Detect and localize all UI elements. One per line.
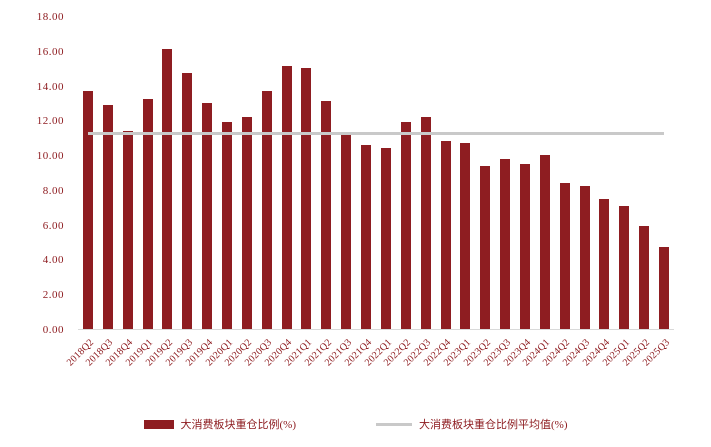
y-tick-label: 0.00 xyxy=(42,324,64,336)
legend-item-bar: 大消费板块重仓比例(%) xyxy=(143,416,297,432)
bar-series-swatch xyxy=(143,419,174,429)
bar-2024Q1 xyxy=(539,155,550,329)
legend-item-line: 大消费板块重仓比例平均值(%) xyxy=(376,416,568,432)
bar-2024Q4 xyxy=(599,198,610,329)
bar-2020Q3 xyxy=(261,90,272,329)
x-axis: 2018Q2 2018Q3 2018Q4 2019Q1 2019Q2 2019Q3 2019… xyxy=(64,331,674,403)
bar-2020Q2 xyxy=(241,116,252,329)
legend-bar-label: 大消费板块重仓比例(%) xyxy=(180,419,297,431)
y-tick-label: 8.00 xyxy=(42,184,64,197)
legend-line-label: 大消费板块重仓比例平均值(%) xyxy=(419,419,568,431)
bar-2019Q2 xyxy=(162,49,173,329)
bar-2022Q4 xyxy=(440,141,451,329)
average-line xyxy=(87,132,665,136)
bar-2021Q3 xyxy=(341,134,352,329)
y-tick-label: 6.00 xyxy=(42,219,64,232)
y-tick-label: 16.00 xyxy=(36,45,64,58)
legend: 大消费板块重仓比例(%) 大消费板块重仓比例平均值(%) xyxy=(0,416,711,432)
bar-2023Q4 xyxy=(520,163,530,329)
bar-2019Q3 xyxy=(182,73,193,329)
bar-2018Q3 xyxy=(102,104,113,329)
y-axis: 0.00 2.00 4.00 6.00 8.00 10.00 12.00 14.00 16.00… xyxy=(0,11,64,336)
bar-2023Q3 xyxy=(500,158,511,329)
average-line-swatch xyxy=(376,422,412,426)
y-tick-label: 10.00 xyxy=(36,150,64,163)
bar-2018Q2 xyxy=(82,90,93,329)
bar-2021Q1 xyxy=(301,68,312,329)
bar-2025Q2 xyxy=(639,226,650,329)
bar-2019Q4 xyxy=(202,102,213,329)
bar-2022Q1 xyxy=(380,148,391,329)
bar-2024Q2 xyxy=(559,182,570,329)
y-tick-label: 2.00 xyxy=(42,289,64,302)
bar-2021Q4 xyxy=(361,144,372,329)
bar-2018Q4 xyxy=(122,130,133,329)
bar-2022Q2 xyxy=(400,122,411,329)
bar-2023Q1 xyxy=(460,142,471,329)
bar-2025Q1 xyxy=(619,205,630,329)
bar-2019Q1 xyxy=(142,99,153,329)
bar-2020Q1 xyxy=(222,122,232,329)
y-tick-label: 12.00 xyxy=(36,115,64,128)
bar-2020Q4 xyxy=(281,66,292,329)
bar-2023Q2 xyxy=(480,165,491,329)
bar-2022Q3 xyxy=(420,116,431,329)
bar-2024Q3 xyxy=(579,186,590,329)
y-tick-label: 14.00 xyxy=(36,80,64,93)
plot-area xyxy=(78,16,674,330)
y-tick-label: 18.00 xyxy=(36,11,64,23)
bar-2025Q3 xyxy=(659,247,670,329)
bar-2021Q2 xyxy=(321,101,332,329)
y-tick-label: 4.00 xyxy=(42,254,64,267)
